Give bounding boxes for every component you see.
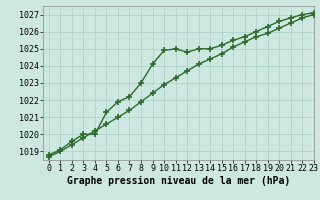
X-axis label: Graphe pression niveau de la mer (hPa): Graphe pression niveau de la mer (hPa) (67, 176, 290, 186)
